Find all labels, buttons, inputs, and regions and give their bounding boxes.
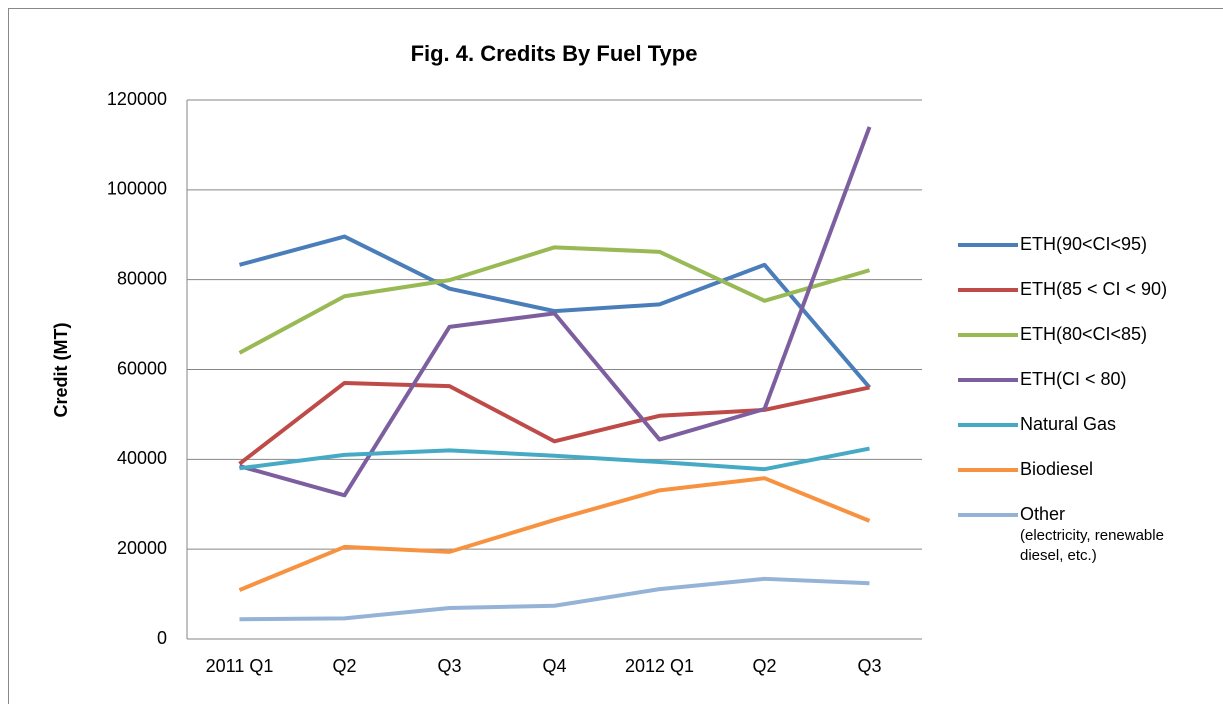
y-tick-label: 120000 bbox=[107, 89, 167, 109]
y-tick-label: 80000 bbox=[117, 268, 167, 288]
series-line bbox=[238, 234, 872, 389]
legend-label: Natural Gas bbox=[1020, 414, 1116, 434]
legend-label: ETH(85 < CI < 90) bbox=[1020, 279, 1167, 299]
chart-border bbox=[8, 8, 1223, 704]
chart-title: Fig. 4. Credits By Fuel Type bbox=[411, 41, 698, 66]
series-line bbox=[238, 245, 871, 355]
x-tick-label: Q2 bbox=[752, 656, 776, 676]
legend-note: (electricity, renewable bbox=[1020, 527, 1164, 544]
legend-label: ETH(80<CI<85) bbox=[1020, 324, 1147, 344]
series-line bbox=[238, 126, 872, 498]
series-line bbox=[238, 476, 871, 592]
x-tick-label: Q4 bbox=[542, 656, 566, 676]
series-line bbox=[238, 380, 870, 466]
x-tick-label: 2012 Q1 bbox=[625, 656, 694, 676]
x-tick-label: Q2 bbox=[332, 656, 356, 676]
x-tick-label: 2011 Q1 bbox=[206, 656, 274, 676]
series-line bbox=[239, 446, 870, 472]
y-axis-label: Credit (MT) bbox=[51, 323, 71, 418]
legend-label: ETH(90<CI<95) bbox=[1020, 234, 1147, 254]
y-tick-label: 20000 bbox=[117, 538, 167, 558]
series-line bbox=[239, 576, 870, 622]
legend-label: Biodiesel bbox=[1020, 459, 1093, 479]
y-tick-label: 0 bbox=[157, 628, 167, 648]
legend-note: diesel, etc.) bbox=[1020, 547, 1097, 564]
x-tick-label: Q3 bbox=[437, 656, 461, 676]
y-tick-label: 40000 bbox=[117, 448, 167, 468]
legend-label: Other bbox=[1020, 504, 1065, 524]
x-tick-label: Q3 bbox=[857, 656, 881, 676]
y-tick-label: 100000 bbox=[107, 179, 167, 199]
legend-label: ETH(CI < 80) bbox=[1020, 369, 1127, 389]
y-tick-label: 60000 bbox=[117, 358, 167, 378]
